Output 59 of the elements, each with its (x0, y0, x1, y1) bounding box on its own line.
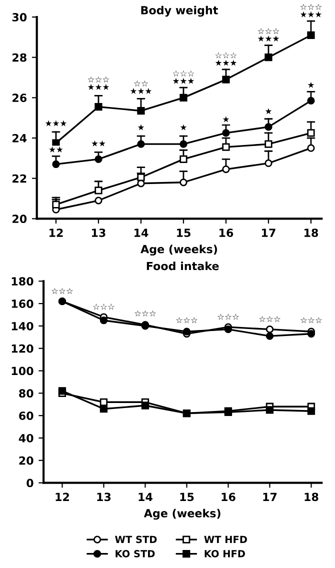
annotation: ★★ (92, 140, 106, 146)
x-tick-label: 17 (262, 228, 276, 237)
annotation: ★★ (49, 146, 63, 152)
y-tick-label: 22 (12, 174, 26, 183)
annotation: ☆☆☆ (134, 310, 156, 316)
annotation: ☆☆☆ (52, 288, 73, 294)
x-axis-title: Age (weeks) (140, 244, 217, 256)
x-tick-label: 18 (304, 228, 318, 238)
x-tick-label: 12 (50, 228, 63, 237)
x-tick-label: 16 (222, 492, 236, 502)
legend-label: WT STD (115, 536, 157, 544)
annotation: ☆☆☆ (93, 304, 114, 310)
annotation: ★ (138, 124, 144, 130)
x-tick-label: 15 (177, 228, 190, 238)
y-tick-label: 60 (19, 412, 34, 420)
legend-label: WT HFD (204, 536, 247, 543)
y-tick-label: 100 (12, 366, 34, 376)
annotation: ☆☆☆ ★★★ (258, 28, 280, 42)
y-tick-label: 26 (12, 94, 27, 102)
y-tick-label: 80 (19, 389, 34, 398)
annotation: ★★★ (45, 120, 67, 126)
y-tick-label: 30 (12, 13, 27, 22)
y-tick-label: 120 (12, 344, 34, 353)
x-axis-title: Age (weeks) (144, 508, 220, 520)
annotation: ☆☆☆ (300, 317, 322, 324)
x-tick-label: 17 (263, 492, 277, 501)
annotation: ★ (222, 116, 230, 122)
chart-title: Body weight (141, 6, 218, 17)
annotation: ★ (308, 82, 314, 88)
chart-title: Food intake (146, 262, 219, 270)
x-tick-label: 13 (97, 492, 111, 502)
annotation: ☆☆☆ ★★★ (215, 52, 237, 66)
x-tick-label: 18 (304, 492, 318, 502)
y-tick-label: 20 (19, 456, 34, 465)
x-tick-label: 16 (220, 228, 234, 238)
annotation: ★ (265, 108, 272, 114)
y-tick-label: 140 (12, 322, 34, 330)
y-tick-label: 28 (12, 53, 26, 62)
legend-label: KO HFD (204, 550, 245, 558)
annotation: ☆☆☆ ★★★ (300, 4, 322, 18)
y-tick-label: 20 (12, 214, 27, 224)
annotation: ☆☆☆ ★★★ (172, 70, 194, 84)
x-tick-label: 14 (138, 492, 152, 501)
x-tick-label: 13 (92, 228, 106, 238)
annotation: ☆☆☆ (176, 317, 198, 324)
y-tick-label: 0 (26, 478, 34, 488)
annotation: ☆☆☆ (259, 316, 280, 322)
x-tick-label: 14 (134, 228, 148, 237)
annotation: ☆☆ ★★★ (130, 80, 152, 94)
x-tick-label: 15 (180, 492, 194, 502)
y-tick-label: 160 (12, 300, 34, 308)
annotation: ★ (180, 124, 187, 130)
annotation: ☆☆☆ ★★★ (88, 76, 110, 90)
y-tick-label: 24 (12, 134, 27, 142)
x-tick-label: 12 (56, 492, 69, 501)
y-tick-label: 40 (18, 434, 34, 442)
annotation: ☆☆☆ (218, 314, 239, 320)
y-tick-label: 180 (12, 277, 34, 286)
legend-label: KO STD (116, 550, 155, 558)
